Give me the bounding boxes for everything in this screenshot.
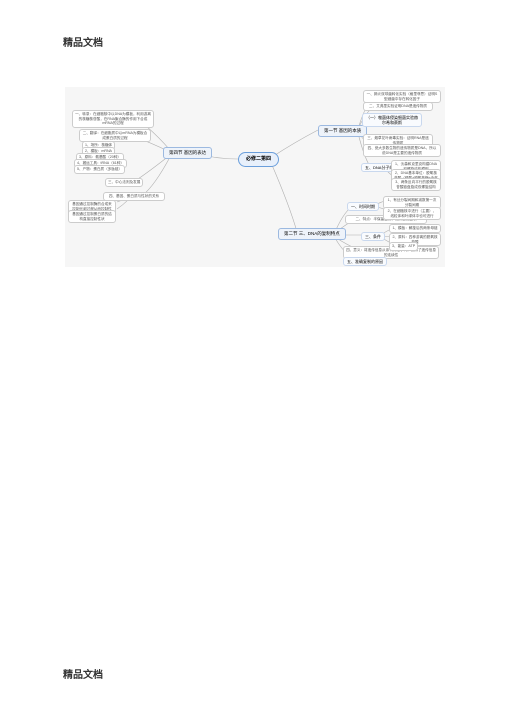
- rb-child-2: 三、条件: [361, 232, 385, 241]
- rb-sub-2-2: 3、能量：ATP: [389, 242, 418, 251]
- right-bottom-branch-node: 第二节 三、DNA的复制特点: [278, 228, 346, 240]
- rb-child-4: 五、准确复制的原因: [343, 257, 387, 266]
- left-sub-4-1: 基因通过控制蛋白质的结构直接控制性状: [68, 210, 116, 223]
- center-node: 必修二第四: [238, 152, 279, 167]
- page-footer: 精品文档: [63, 666, 103, 681]
- page-header: 精品文档: [63, 34, 103, 49]
- mindmap-diagram: 必修二第四 第四节 基因的表达 一、转录：在细胞核中以DNA为模板，利用游离的核…: [65, 87, 445, 267]
- rb-child-0: 一、时间时期: [347, 202, 379, 211]
- right-top-branch-node: 第一节 基因的本质: [318, 125, 367, 137]
- rt-child-4: 四、绝大多数生物的遗传物质是DNA，所以说DNA是主要的遗传物质: [363, 144, 441, 157]
- rb-sub-2-0: 1、模板：解旋后的两条母链: [389, 224, 441, 233]
- rb-sub-0-1: 2、在细胞核中进行（主要），线粒体和叶绿体中也可进行: [383, 207, 441, 220]
- left-child-3: 三、中心法则及发展: [105, 178, 143, 187]
- rt-child-2: （一）噬菌体侵染细菌实验赫尔希和蔡斯: [362, 113, 422, 127]
- left-sub-2-4: 5、产物：蛋白质（多肽链）: [74, 165, 125, 174]
- rt-sub-5-2: 3、两条反向平行的脱氧核苷酸链盘旋成双螺旋结构: [391, 178, 441, 191]
- left-child-1: 一、转录：在细胞核中以DNA为模板，利用游离的核糖核苷酸，在RNA聚合酶的作用下…: [72, 110, 154, 128]
- left-branch-node: 第四节 基因的表达: [163, 147, 212, 159]
- rt-child-1: 二、艾弗里实验证明DNA是遗传物质: [363, 102, 433, 111]
